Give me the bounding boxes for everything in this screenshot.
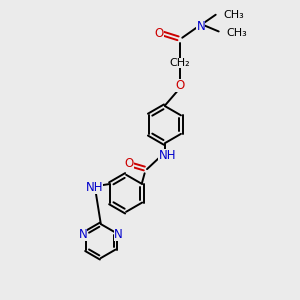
Text: N: N: [114, 228, 123, 241]
Text: NH: NH: [159, 149, 176, 163]
Text: CH₂: CH₂: [169, 58, 190, 68]
Text: CH₃: CH₃: [224, 10, 244, 20]
Text: CH₃: CH₃: [227, 28, 248, 38]
Text: N: N: [196, 20, 205, 33]
Text: N: N: [79, 228, 87, 241]
Text: O: O: [154, 27, 164, 40]
Text: O: O: [124, 157, 134, 170]
Text: NH: NH: [86, 181, 103, 194]
Text: O: O: [175, 79, 184, 92]
